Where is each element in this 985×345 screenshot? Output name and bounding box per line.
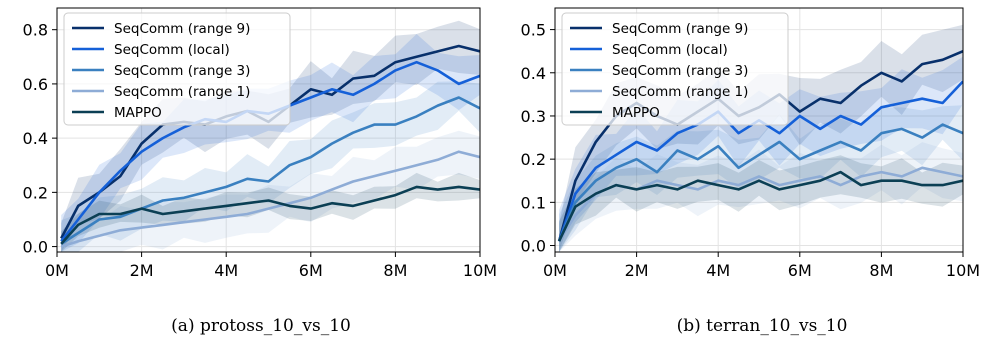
legend-entry: MAPPO	[114, 105, 162, 121]
legend-entry: SeqComm (range 9)	[114, 21, 250, 37]
band-seqcomm-range-9	[559, 24, 963, 252]
band-seqcomm-local	[61, 34, 480, 252]
series-line-seqcomm-range-3	[60, 96, 480, 245]
chart-caption: (b) terran_10_vs_10	[677, 316, 848, 336]
x-tick-label: 8M	[383, 261, 407, 280]
legend-entry: SeqComm (local)	[114, 42, 230, 58]
legend-entry: SeqComm (range 3)	[114, 63, 250, 79]
y-tick-label: 0.0	[23, 238, 48, 257]
x-tick-label: 6M	[299, 261, 323, 280]
x-tick-label: 2M	[625, 261, 649, 280]
legend: SeqComm (range 9) SeqComm (local) SeqComm …	[63, 12, 291, 126]
x-tick-label: 10M	[946, 261, 980, 280]
y-tick-label: 0.4	[23, 129, 48, 148]
legend-entry: SeqComm (range 1)	[114, 84, 250, 100]
legend-entry: SeqComm (range 1)	[612, 84, 748, 100]
x-tick-label: 0M	[543, 261, 567, 280]
x-tick-label: 6M	[788, 261, 812, 280]
legend-entry: SeqComm (range 3)	[612, 63, 748, 79]
legend-entry: MAPPO	[612, 105, 660, 121]
band-seqcomm-range-9	[61, 20, 480, 252]
legend-entry: SeqComm (local)	[612, 42, 728, 58]
y-tick-label: 0.2	[521, 150, 546, 169]
axes-frame	[554, 7, 964, 253]
band-seqcomm-range-3	[559, 105, 963, 252]
x-tick-label: 4M	[706, 261, 730, 280]
legend-entry: SeqComm (range 9)	[612, 21, 748, 37]
y-tick-label: 0.2	[23, 183, 48, 202]
y-tick-label: 0.6	[23, 75, 48, 94]
y-tick-label: 0.5	[521, 21, 546, 40]
plot-area	[557, 24, 963, 252]
y-tick-label: 0.1	[521, 193, 546, 212]
y-tick-label: 0.0	[521, 237, 546, 256]
band-mappo	[559, 155, 963, 252]
legend-box	[63, 12, 291, 126]
x-tick-label: 4M	[214, 261, 238, 280]
series-line-mappo	[557, 170, 963, 242]
legend: SeqComm (range 9) SeqComm (local) SeqComm …	[561, 12, 789, 126]
x-tick-label: 10M	[463, 261, 497, 280]
series-line-mappo	[60, 185, 480, 245]
y-tick-label: 0.4	[521, 64, 546, 83]
chart-protoss: 0M 2M 4M 6M 8M 10M 0.0 0.2 0.4 0.6 0.8 SeqComm (ran…	[23, 7, 497, 336]
band-seqcomm-local	[559, 56, 963, 252]
series-line-seqcomm-range-1	[60, 150, 480, 248]
legend-box	[561, 12, 789, 126]
chart-terran: 0M 2M 4M 6M 8M 10M 0.0 0.1 0.2 0.3 0.4 0.5 SeqComm (…	[521, 7, 980, 336]
chart-caption: (a) protoss_10_vs_10	[171, 316, 351, 336]
y-tick-label: 0.3	[521, 107, 546, 126]
x-tick-label: 8M	[869, 261, 893, 280]
band-seqcomm-range-1	[61, 130, 480, 252]
series-line-seqcomm-range-3	[557, 123, 963, 242]
plot-area	[60, 20, 480, 252]
band-mappo	[61, 172, 480, 252]
x-tick-label: 0M	[45, 261, 69, 280]
axes-frame	[56, 7, 481, 253]
y-tick-label: 0.8	[23, 21, 48, 40]
x-tick-label: 2M	[130, 261, 154, 280]
